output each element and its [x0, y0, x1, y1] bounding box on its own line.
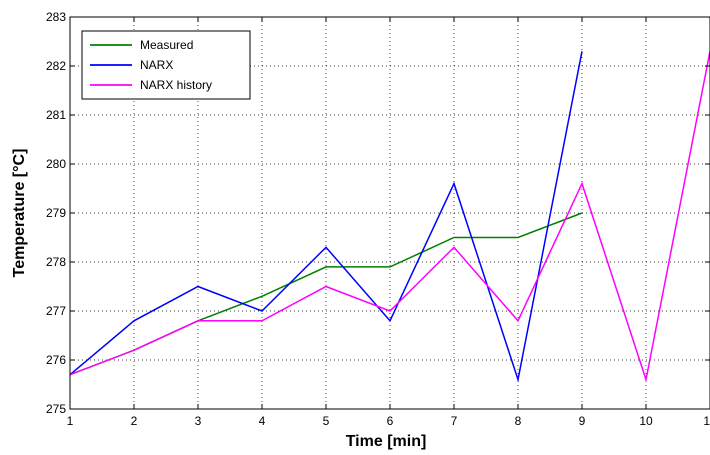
x-tick-label: 5 [323, 414, 330, 428]
y-tick-label: 281 [46, 108, 66, 122]
y-tick-label: 280 [46, 157, 66, 171]
series-line-narx-history [69, 51, 710, 383]
x-tick-label: 3 [195, 414, 202, 428]
legend-label: Measured [140, 38, 193, 52]
y-tick-label: 279 [46, 206, 66, 220]
x-tick-label: 10 [639, 414, 653, 428]
x-tick-label: 8 [515, 414, 522, 428]
x-tick-label: 6 [387, 414, 394, 428]
x-axis-label: Time [min] [346, 433, 427, 450]
x-tick-label: 7 [451, 414, 458, 428]
y-tick-label: 277 [46, 304, 66, 318]
x-tick-label: 4 [259, 414, 266, 428]
y-tick-label: 283 [46, 10, 66, 24]
y-tick-label: 276 [46, 353, 66, 367]
legend-label: NARX [140, 58, 173, 72]
y-tick-label: 278 [46, 255, 66, 269]
y-axis-label: Temperature [°C] [11, 149, 28, 278]
y-tick-label: 275 [46, 402, 66, 416]
x-tick-label: 9 [579, 414, 586, 428]
series-lines [69, 51, 710, 383]
x-tick-label: 1 [67, 414, 74, 428]
x-tick-label: 2 [131, 414, 138, 428]
legend: Measured NARX NARX history [81, 30, 251, 100]
series-line-narx [69, 51, 583, 383]
x-tick-label: 1 [703, 414, 710, 428]
legend-label: NARX history [140, 78, 212, 92]
y-tick-label: 282 [46, 59, 66, 73]
